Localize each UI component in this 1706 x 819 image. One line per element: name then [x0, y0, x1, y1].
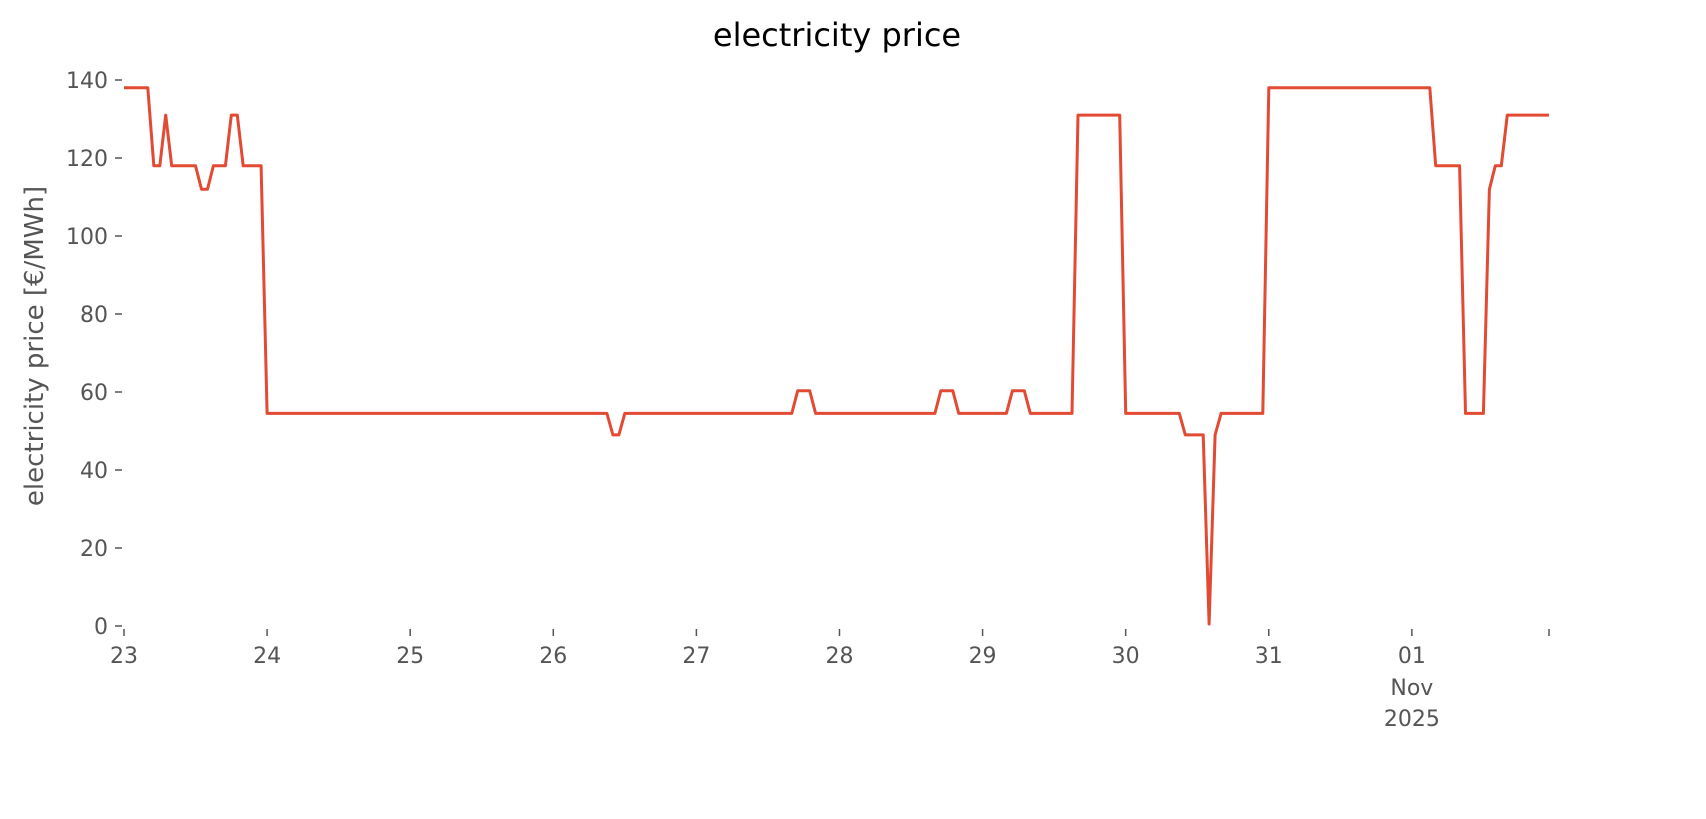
x-tick-label: 28 [825, 644, 853, 669]
y-tick-label: 20 [80, 537, 108, 562]
x-tick-label: 26 [539, 644, 567, 669]
y-tick-label: 0 [94, 615, 108, 640]
price-line [124, 86, 1549, 626]
x-tick-sublabel: Nov [1390, 676, 1433, 701]
chart-title: electricity price [713, 16, 961, 54]
x-tick-label: 27 [682, 644, 710, 669]
y-tick-label: 40 [80, 459, 108, 484]
y-axis: 0 20 40 60 80 100 120 140 [66, 69, 122, 640]
plot-area [124, 86, 1549, 626]
y-tick-label: 60 [80, 381, 108, 406]
y-axis-label: electricity price [€/MWh] [20, 186, 50, 506]
x-tick-label: 01 [1398, 644, 1426, 669]
y-tick-label: 140 [66, 69, 108, 94]
x-tick-label: 24 [253, 644, 281, 669]
x-tick-label: 31 [1255, 644, 1283, 669]
y-tick-label: 80 [80, 303, 108, 328]
x-tick-label: 23 [110, 644, 138, 669]
x-tick-label: 30 [1112, 644, 1140, 669]
x-axis: 23 24 25 26 27 28 29 30 31 01 Nov 2025 [110, 629, 1550, 732]
x-tick-label: 29 [969, 644, 997, 669]
y-tick-label: 100 [66, 225, 108, 250]
x-tick-sublabel: 2025 [1384, 707, 1440, 732]
x-tick-label: 25 [396, 644, 424, 669]
y-tick-label: 120 [66, 147, 108, 172]
